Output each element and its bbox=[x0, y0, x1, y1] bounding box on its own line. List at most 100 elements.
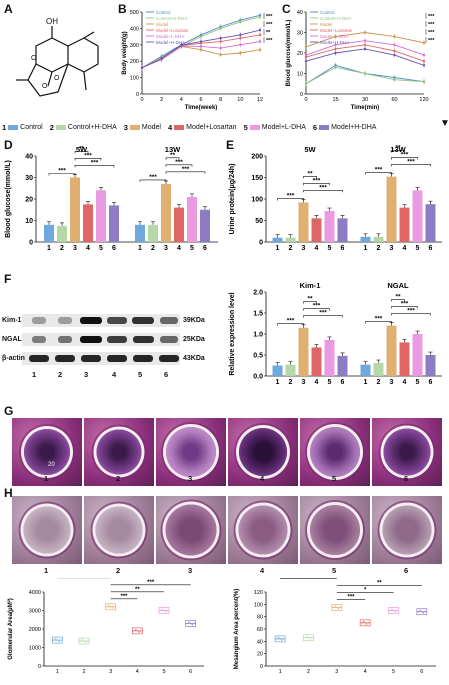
blot-lane: 4 bbox=[112, 370, 117, 379]
data-point bbox=[258, 48, 262, 51]
legend-label: Model+Losartan bbox=[320, 28, 353, 33]
data-point bbox=[393, 53, 396, 57]
sig-bracket bbox=[365, 172, 392, 175]
group-label: NGAL bbox=[387, 281, 409, 290]
y-tick-label: 2.0 bbox=[253, 290, 263, 297]
bar bbox=[386, 325, 397, 376]
y-tick-label: 40 bbox=[257, 639, 263, 645]
data-point bbox=[277, 636, 280, 639]
sig-label: ** bbox=[79, 145, 85, 152]
data-point bbox=[239, 20, 242, 24]
data-point bbox=[108, 604, 110, 607]
bar bbox=[285, 364, 296, 376]
sig-bracket bbox=[391, 157, 418, 160]
molecule-structure: OH O O O bbox=[16, 17, 99, 97]
bar bbox=[412, 190, 423, 242]
sig-bracket bbox=[365, 321, 392, 324]
data-point bbox=[164, 611, 167, 613]
data-point bbox=[391, 608, 393, 610]
blot-band bbox=[160, 317, 178, 324]
data-point bbox=[393, 43, 396, 46]
urine-protein-bar-chart: 0 50 100 150 200 Urine protein(μg/24h) 5W 1 2 3 4 5… bbox=[229, 144, 442, 252]
x-tick-label: 5 bbox=[416, 245, 420, 252]
x-tick-label: 4 bbox=[177, 245, 181, 252]
data-point bbox=[113, 606, 115, 608]
y-axis-label: Mesangium Area percent(%) bbox=[234, 589, 240, 669]
blot-band bbox=[81, 355, 101, 362]
legend-swatch bbox=[8, 124, 19, 130]
bar bbox=[161, 183, 171, 242]
arrow-down-icon: ▼ bbox=[440, 118, 449, 129]
legend-label: Model+H-DHA bbox=[156, 40, 185, 45]
y-tick-label: 30 bbox=[297, 31, 303, 37]
histology-image bbox=[228, 418, 298, 486]
bar bbox=[337, 218, 348, 242]
bar bbox=[311, 347, 322, 376]
sig-label: *** bbox=[182, 166, 190, 173]
blot-row-label: NGAL bbox=[2, 336, 22, 343]
group-label: 13W bbox=[165, 145, 181, 154]
x-tick-label: 8 bbox=[219, 97, 222, 103]
y-axis-label: Urine protein(μg/24h) bbox=[229, 164, 236, 235]
histology-label: 5 bbox=[332, 474, 337, 483]
data-point bbox=[180, 43, 183, 47]
bar bbox=[399, 342, 410, 376]
bar bbox=[311, 218, 322, 242]
data-point bbox=[337, 607, 340, 610]
sig-label: *** bbox=[375, 167, 383, 174]
scalebar-label: 20 bbox=[48, 462, 55, 468]
y-axis-label: Glomerular Area(μM²) bbox=[7, 598, 14, 659]
bar bbox=[187, 196, 197, 242]
x-tick-label: 4 bbox=[315, 245, 319, 252]
blot-row-label: β-actin bbox=[2, 355, 25, 362]
sig-bracket bbox=[277, 323, 304, 326]
sig-label: *** bbox=[347, 594, 355, 600]
blot-band bbox=[58, 317, 72, 324]
data-point bbox=[186, 622, 189, 625]
histology-label: 3 bbox=[188, 566, 193, 575]
blot-band bbox=[32, 336, 46, 343]
data-point bbox=[366, 623, 368, 625]
blot-lane: 2 bbox=[58, 370, 63, 379]
bar bbox=[337, 355, 348, 376]
data-point bbox=[334, 51, 337, 55]
svg-text:O: O bbox=[42, 83, 48, 90]
sig-bracket bbox=[165, 157, 180, 160]
legend-swatch bbox=[55, 124, 66, 130]
y-tick-label: 120 bbox=[254, 590, 263, 596]
bar bbox=[386, 176, 397, 242]
blot-band bbox=[80, 336, 102, 343]
bar bbox=[57, 225, 67, 242]
y-axis-label: Blood glucose(mmol/L) bbox=[5, 160, 12, 238]
x-tick-label: 3 bbox=[302, 379, 306, 386]
data-point bbox=[334, 43, 337, 46]
bar bbox=[174, 207, 184, 242]
x-tick-label: 6 bbox=[420, 669, 423, 675]
data-point bbox=[422, 41, 426, 44]
histology-label: 6 bbox=[404, 474, 409, 483]
x-tick-label: 1 bbox=[138, 245, 142, 252]
bar bbox=[272, 365, 283, 376]
data-point bbox=[80, 640, 82, 642]
data-point bbox=[304, 82, 308, 85]
x-tick-label: 6 bbox=[429, 379, 433, 386]
sig-label: *** bbox=[319, 184, 327, 191]
legend-label: Control bbox=[320, 10, 335, 15]
sig-bracket bbox=[74, 151, 89, 154]
data-point bbox=[133, 630, 135, 632]
legend-label: Model bbox=[156, 22, 168, 27]
data-point bbox=[363, 39, 367, 42]
legend-item: 3 Model bbox=[123, 122, 161, 132]
histology-label: 2 bbox=[116, 474, 121, 483]
y-tick-label: 0 bbox=[259, 240, 263, 247]
y-tick-label: 500 bbox=[130, 10, 139, 16]
blot-lane: 5 bbox=[138, 370, 143, 379]
panel-label-e: E bbox=[226, 138, 235, 152]
x-tick-label: 4 bbox=[136, 669, 139, 675]
x-tick-label: 5 bbox=[328, 245, 332, 252]
legend-label: Model+L-DHA bbox=[261, 123, 306, 131]
sig-label: *** bbox=[428, 30, 435, 36]
legend-label: Model bbox=[141, 123, 161, 131]
x-tick-label: 1 bbox=[279, 669, 282, 675]
x-tick-label: 3 bbox=[109, 669, 112, 675]
